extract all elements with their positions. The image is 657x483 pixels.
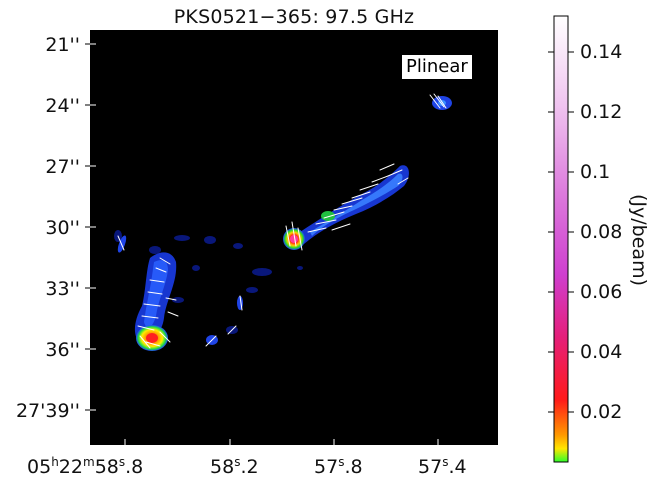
colorbar-tick-label: 0.04 <box>580 341 623 363</box>
colorbar-tick-label: 0.02 <box>580 401 623 423</box>
x-tick-label: 57s.8 <box>314 455 363 478</box>
plot-title: PKS0521−365: 97.5 GHz <box>173 6 415 28</box>
y-tick-label: 27'' <box>45 156 80 178</box>
y-tick-label: 36'' <box>45 339 80 361</box>
colorbar <box>553 15 569 463</box>
colorbar-tick-label: 0.06 <box>580 281 623 303</box>
y-tick-label: 21'' <box>45 34 80 56</box>
y-tick-label: 27'39'' <box>15 400 80 422</box>
colorbar-tick-label: 0.08 <box>580 221 623 243</box>
x-tick-label: 58s.2 <box>210 455 259 478</box>
colorbar-tick-label: 0.1 <box>580 161 611 183</box>
y-tick-label: 30'' <box>45 217 80 239</box>
colorbar-tick-label: 0.14 <box>580 41 623 63</box>
colorbar-tick-label: 0.12 <box>580 101 623 123</box>
colorbar-unit-label: (Jy/beam) <box>628 194 650 286</box>
y-tick-label: 24'' <box>45 95 80 117</box>
y-tick-label: 33'' <box>45 278 80 300</box>
legend-label: Plinear <box>402 55 472 79</box>
x-tick-label: 05h22m58s.8 <box>27 455 144 478</box>
x-tick-label: 57s.4 <box>418 455 467 478</box>
